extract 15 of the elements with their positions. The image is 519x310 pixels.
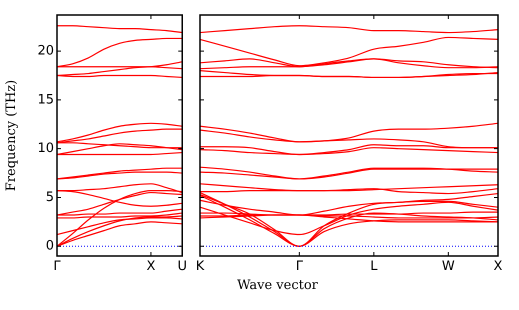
x-axis-title: Wave vector	[236, 278, 319, 293]
x-tick-label: L	[370, 259, 378, 274]
y-axis-title: Frequency (THz)	[4, 80, 20, 192]
y-tick-label: 10	[37, 141, 54, 156]
x-tick-label: K	[196, 259, 205, 274]
x-tick-label: Γ	[53, 259, 62, 274]
y-tick-label: 20	[37, 43, 54, 58]
x-tick-label: X	[146, 259, 156, 274]
x-tick-label: X	[494, 259, 503, 274]
x-tick-label: U	[177, 259, 187, 274]
y-tick-label: 15	[37, 92, 54, 108]
y-tick-label: 0	[46, 238, 54, 254]
x-tick-label: Γ	[296, 259, 304, 274]
x-tick-label: W	[442, 259, 455, 274]
y-tick-label: 5	[46, 190, 54, 205]
